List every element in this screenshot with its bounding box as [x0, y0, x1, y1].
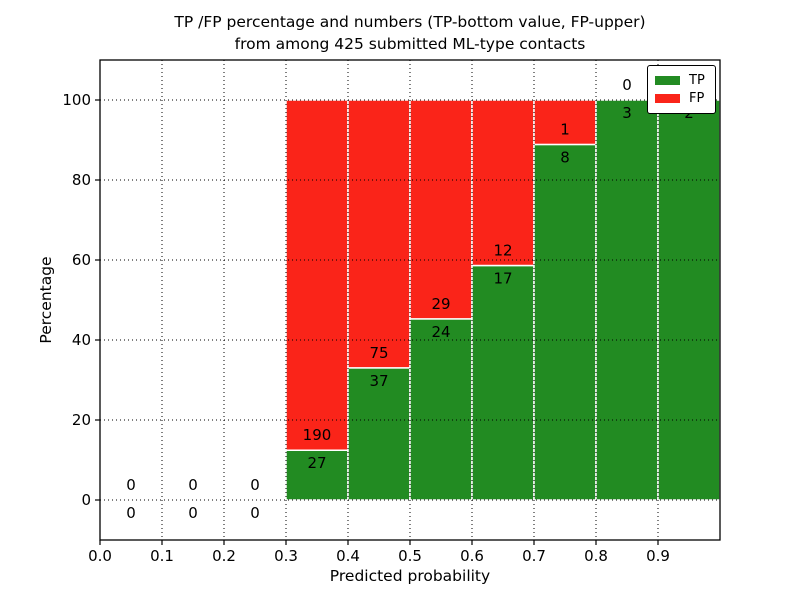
y-tick-label: 100 — [62, 91, 91, 109]
tp-count-label: 17 — [493, 270, 512, 288]
y-tick-label: 80 — [72, 171, 91, 189]
chart-title-line2: from among 425 submitted ML-type contact… — [234, 35, 586, 53]
x-tick-label: 0.8 — [584, 547, 608, 565]
legend-label-fp: FP — [689, 91, 705, 106]
fp-bar-segment — [347, 99, 411, 369]
y-axis-ticks: 0 20 40 60 80 100 — [62, 91, 100, 509]
x-tick-label: 0.3 — [274, 547, 298, 565]
tp-count-label: 0 — [188, 504, 198, 522]
fp-bar-segment — [409, 99, 473, 320]
y-tick-label: 60 — [72, 251, 91, 269]
tp-count-label: 0 — [126, 504, 136, 522]
tp-count-label: 3 — [622, 104, 632, 122]
y-tick-label: 0 — [81, 491, 91, 509]
y-tick-label: 20 — [72, 411, 91, 429]
x-tick-label: 0.0 — [88, 547, 112, 565]
y-tick-label: 40 — [72, 331, 91, 349]
tp-count-label: 8 — [560, 148, 570, 166]
tp-bar-segment — [285, 449, 349, 501]
fp-count-label: 0 — [622, 76, 632, 94]
fp-count-label: 190 — [303, 426, 332, 444]
fp-count-label: 0 — [250, 476, 260, 494]
legend-item-tp: TP — [655, 74, 708, 87]
fp-count-label: 0 — [188, 476, 198, 494]
gridlines — [100, 60, 720, 540]
x-tick-label: 0.9 — [646, 547, 670, 565]
tp-bar-segment — [471, 264, 535, 501]
x-tick-label: 0.1 — [150, 547, 174, 565]
fp-bar-segment — [471, 99, 535, 267]
x-tick-label: 0.5 — [398, 547, 422, 565]
x-axis-label: Predicted probability — [329, 567, 491, 585]
x-tick-label: 0.4 — [336, 547, 360, 565]
tp-count-label: 0 — [250, 504, 260, 522]
chart-title: TP /FP percentage and numbers (TP-bottom… — [100, 11, 720, 55]
chart-title-line1: TP /FP percentage and numbers (TP-bottom… — [174, 13, 646, 31]
tp-bar-segment — [595, 99, 659, 501]
x-tick-label: 0.6 — [460, 547, 484, 565]
tp-count-label: 24 — [431, 323, 450, 341]
fp-bar-segment — [533, 99, 597, 146]
legend-label-tp: TP — [689, 73, 705, 88]
tp-bar-segment — [657, 99, 721, 501]
x-tick-label: 0.2 — [212, 547, 236, 565]
tp-count-label: 27 — [307, 454, 326, 472]
fp-count-label: 12 — [493, 242, 512, 260]
tp-bar-segment — [533, 143, 597, 501]
fp-color-swatch — [655, 94, 680, 103]
fp-bar-segment — [285, 99, 349, 451]
fp-count-label: 29 — [431, 295, 450, 313]
tp-count-label: 37 — [369, 372, 388, 390]
tp-bar-segment — [409, 318, 473, 501]
legend: TP FP — [647, 65, 716, 114]
x-axis-ticks: 0.0 0.1 0.2 0.3 0.4 0.5 0.6 0.7 0.8 0.9 — [88, 540, 670, 565]
stacked-bars — [285, 99, 721, 501]
fp-count-label: 0 — [126, 476, 136, 494]
y-axis-label: Percentage — [37, 256, 55, 344]
tp-color-swatch — [655, 76, 680, 85]
legend-item-fp: FP — [655, 92, 708, 105]
fp-count-label: 1 — [560, 120, 570, 138]
x-tick-label: 0.7 — [522, 547, 546, 565]
fp-count-label: 75 — [369, 344, 388, 362]
